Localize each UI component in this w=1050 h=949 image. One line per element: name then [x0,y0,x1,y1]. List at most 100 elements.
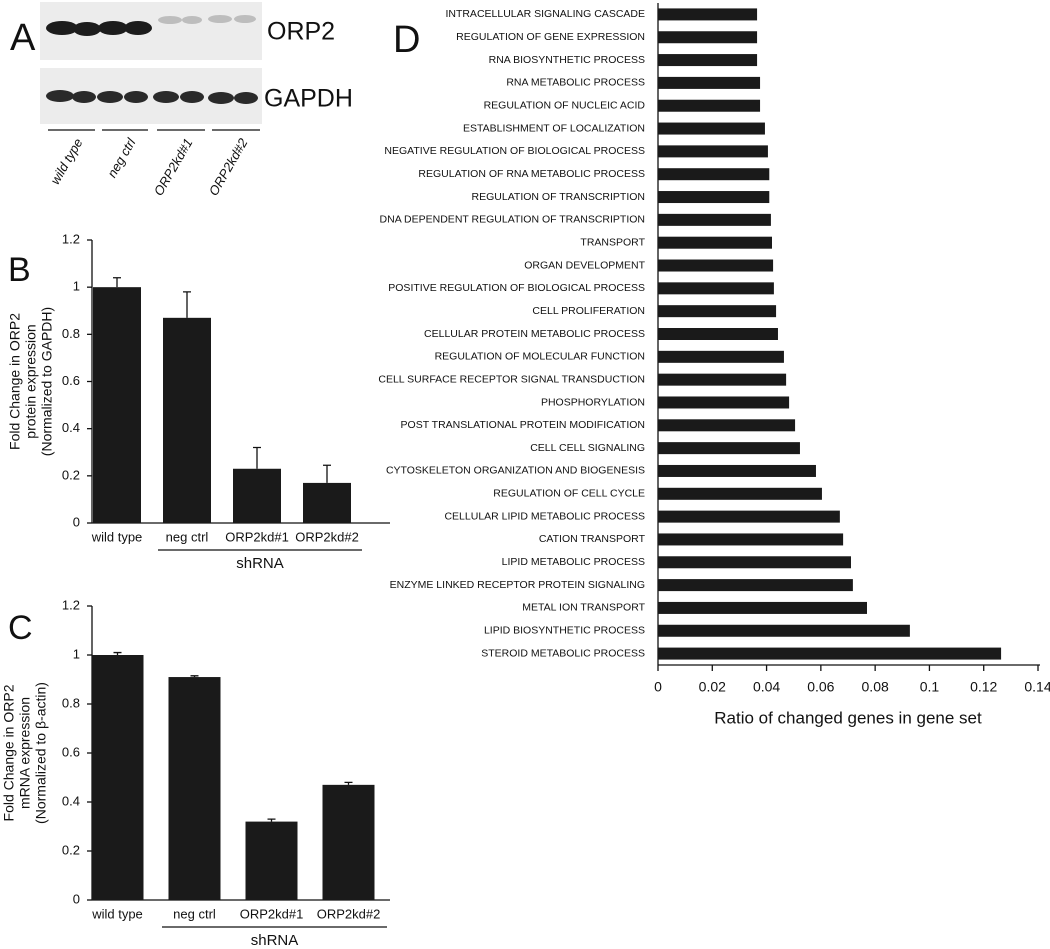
bar [658,442,800,455]
orp2-bands [46,21,152,36]
x-tick-label: ORP2kd#1 [240,906,304,921]
y-tick-label: 0.4 [62,793,80,808]
bar [658,487,822,500]
error-bar [267,818,276,822]
gapdh-bands [46,90,258,104]
bar [658,259,774,272]
x-tick-label: neg ctrl [166,529,209,544]
panel-letter: C [8,609,33,647]
y-tick-label: REGULATION OF GENE EXPRESSION [456,31,645,43]
bar [168,677,221,900]
bar [245,821,298,900]
x-tick-label: wild type [91,906,143,921]
y-tick-label: 0.6 [62,744,80,759]
y-tick-label: CATION TRANSPORT [539,533,646,545]
bar [233,468,281,523]
y-tick-label: CYTOSKELETON ORGANIZATION AND BIOGENESIS [386,465,645,477]
y-axis-label: Fold Change in ORP2 [1,684,17,821]
y-tick-label: CELL PROLIFERATION [532,305,645,317]
y-tick-label: CELL CELL SIGNALING [530,442,645,454]
bar [658,54,758,67]
bar [658,579,853,592]
x-tick-label: 0.04 [753,679,780,695]
y-tick-label: 0.2 [62,842,80,857]
bar [658,328,778,340]
y-tick-label: REGULATION OF MOLECULAR FUNCTION [435,351,645,363]
x-tick-label: ORP2kd#1 [225,529,289,544]
bar [658,624,910,637]
bar [658,213,771,226]
bar [658,373,787,386]
y-tick-label: REGULATION OF RNA METABOLIC PROCESS [418,168,645,180]
y-tick-label: METAL ION TRANSPORT [522,602,645,614]
bar [658,464,816,477]
y-tick-label: 0.6 [62,373,80,388]
y-tick-label: 1 [73,646,80,661]
error-bar [323,464,331,483]
blot-label: ORP2 [267,18,335,46]
x-tick-label: ORP2kd#2 [295,529,359,544]
y-tick-label: LIPID BIOSYNTHETIC PROCESS [484,625,645,637]
y-tick-label: TRANSPORT [580,236,645,248]
blot-label: GAPDH [264,85,353,113]
error-bar [183,291,191,318]
y-tick-label: STEROID METABOLIC PROCESS [481,647,645,659]
x-tick-label: 0.06 [807,679,834,695]
y-tick-label: 0.4 [62,420,80,435]
x-tick-label: 0 [654,679,662,695]
x-tick-label: ORP2kd#2 [317,906,381,921]
bar [303,482,351,523]
lane-label: wild type [47,136,85,187]
bar [658,8,758,21]
blot-panel: A ORP2 GAPDH wild type neg ctrl ORP2kd#1… [10,2,353,198]
y-tick-label: REGULATION OF TRANSCRIPTION [472,191,645,203]
bar [93,287,141,523]
bar [658,601,867,614]
y-tick-label: 0.2 [62,467,80,482]
y-axis-label: (Normalized to β-actin) [33,682,49,824]
y-tick-label: POSITIVE REGULATION OF BIOLOGICAL PROCES… [388,282,645,294]
x-axis-label: Ratio of changed genes in gene set [714,708,982,727]
y-tick-label: ORGAN DEVELOPMENT [524,259,645,271]
x-tick-label: 0.08 [862,679,889,695]
panel-letter: D [393,19,420,61]
bar [91,655,144,900]
y-tick-label: RNA METABOLIC PROCESS [506,77,645,89]
y-tick-label: CELLULAR PROTEIN METABOLIC PROCESS [424,328,645,340]
y-tick-label: CELLULAR LIPID METABOLIC PROCESS [444,510,645,522]
lane-label: ORP2kd#2 [206,135,251,198]
y-tick-label: 0 [73,514,80,529]
group-label: shRNA [236,555,284,572]
bar [658,282,774,295]
y-tick-label: ESTABLISHMENT OF LOCALIZATION [463,122,645,134]
x-tick-label: wild type [91,529,143,544]
panel-letter: B [8,251,31,289]
bar [658,99,761,112]
y-tick-label: INTRACELLULAR SIGNALING CASCADE [445,8,645,20]
y-tick-label: ENZYME LINKED RECEPTOR PROTEIN SIGNALING [390,579,645,591]
bar [658,419,796,432]
lane-label: ORP2kd#1 [151,136,196,199]
bar [322,784,375,900]
y-tick-label: 1.2 [62,231,80,246]
x-tick-label: neg ctrl [173,906,216,921]
bar [658,350,784,363]
orp2-faint-bands [158,15,256,24]
y-axis-label: protein expression [23,324,39,438]
bar [658,145,768,158]
y-axis-label: mRNA expression [17,697,33,809]
lane-label: neg ctrl [104,135,139,180]
error-bar [113,277,121,288]
y-tick-label: DNA DEPENDENT REGULATION OF TRANSCRIPTIO… [380,214,645,226]
y-tick-label: 0 [73,891,80,906]
bar [658,305,777,318]
panel-letter: A [10,17,36,59]
bar [658,31,758,44]
bar [658,396,790,409]
x-tick-label: 0.14 [1024,679,1050,695]
y-tick-label: NEGATIVE REGULATION OF BIOLOGICAL PROCES… [384,145,645,157]
x-tick-label: 0.1 [920,679,940,695]
y-tick-label: CELL SURFACE RECEPTOR SIGNAL TRANSDUCTIO… [378,373,645,385]
bar [658,168,770,181]
